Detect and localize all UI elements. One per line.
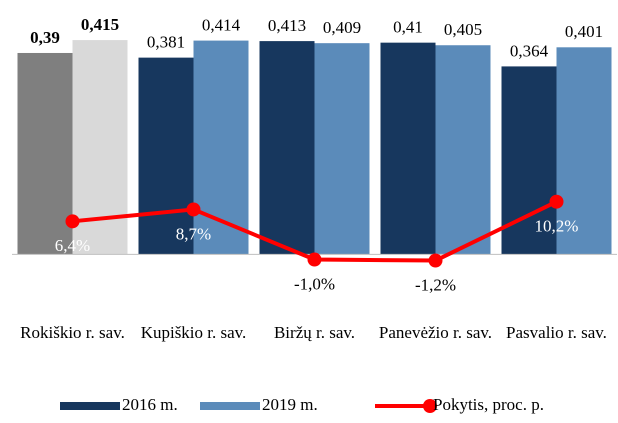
legend-swatch — [60, 402, 120, 410]
line-value-label: 10,2% — [535, 217, 579, 236]
legend-swatch — [200, 402, 260, 410]
x-tick-label: Biržų r. sav. — [273, 323, 356, 342]
value-label: 0,39 — [30, 28, 60, 47]
value-label: 0,409 — [323, 18, 361, 37]
x-tick-label: Rokiškio r. sav. — [20, 323, 125, 342]
value-label: 0,414 — [202, 15, 241, 34]
line-value-label: 6,4% — [55, 236, 90, 255]
value-label: 0,415 — [81, 15, 119, 34]
bar — [435, 45, 491, 255]
line-marker — [549, 194, 564, 209]
line-value-label: -1,2% — [415, 275, 456, 294]
line-marker — [65, 214, 80, 229]
line-marker — [307, 252, 322, 267]
value-label: 0,413 — [268, 16, 306, 35]
line-marker — [186, 202, 201, 217]
legend-label: Pokytis, proc. p. — [433, 395, 544, 414]
x-tick-label: Kupiškio r. sav. — [140, 323, 247, 342]
bar — [138, 57, 194, 255]
value-label: 0,41 — [393, 18, 423, 37]
line-value-label: -1,0% — [294, 274, 335, 293]
legend-label: 2016 m. — [122, 395, 178, 414]
legend-marker — [423, 399, 437, 413]
bar — [380, 42, 436, 255]
bar — [314, 43, 370, 255]
bar — [17, 52, 73, 255]
legend-label: 2019 m. — [262, 395, 318, 414]
value-label: 0,381 — [147, 33, 185, 52]
line-marker — [428, 253, 443, 268]
x-tick-label: Pasvalio r. sav. — [506, 323, 607, 342]
value-label: 0,364 — [510, 41, 549, 60]
bar — [556, 47, 612, 255]
value-label: 0,401 — [565, 22, 603, 41]
line-value-label: 8,7% — [176, 224, 211, 243]
x-tick-label: Panevėžio r. sav. — [378, 323, 493, 342]
bar — [259, 41, 315, 255]
value-label: 0,405 — [444, 20, 482, 39]
